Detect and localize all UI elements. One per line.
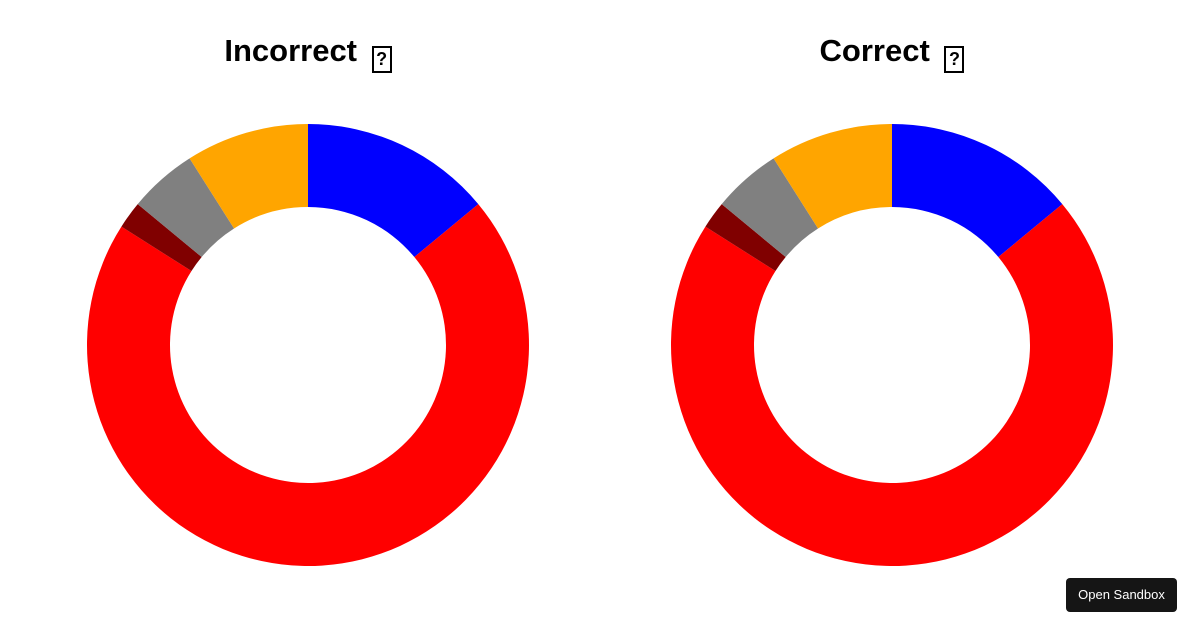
donut-slice-4 <box>773 124 892 229</box>
donut-slice-2 <box>121 204 202 272</box>
donut-slice-0 <box>308 124 479 258</box>
donut-slice-2 <box>705 204 786 272</box>
donut-slice-4 <box>189 124 308 229</box>
donut-chart-correct <box>671 124 1113 566</box>
chart-panel-incorrect: Incorrect ? <box>8 0 608 630</box>
chart-title-text: Correct <box>819 33 930 68</box>
donut-slice-1 <box>671 204 1113 566</box>
chart-title-text: Incorrect <box>224 33 358 68</box>
donut-chart-incorrect <box>87 124 529 566</box>
missing-glyph-icon: ? <box>944 46 965 73</box>
donut-slice-1 <box>87 204 529 566</box>
donut-slice-3 <box>137 158 235 258</box>
donut-slice-3 <box>721 158 819 258</box>
missing-glyph-icon: ? <box>371 46 392 73</box>
chart-title-correct: Correct ? <box>592 32 1192 73</box>
donut-slice-0 <box>892 124 1063 258</box>
open-sandbox-button[interactable]: Open Sandbox <box>1066 578 1177 612</box>
chart-title-incorrect: Incorrect ? <box>8 32 608 73</box>
chart-panel-correct: Correct ? <box>592 0 1192 630</box>
